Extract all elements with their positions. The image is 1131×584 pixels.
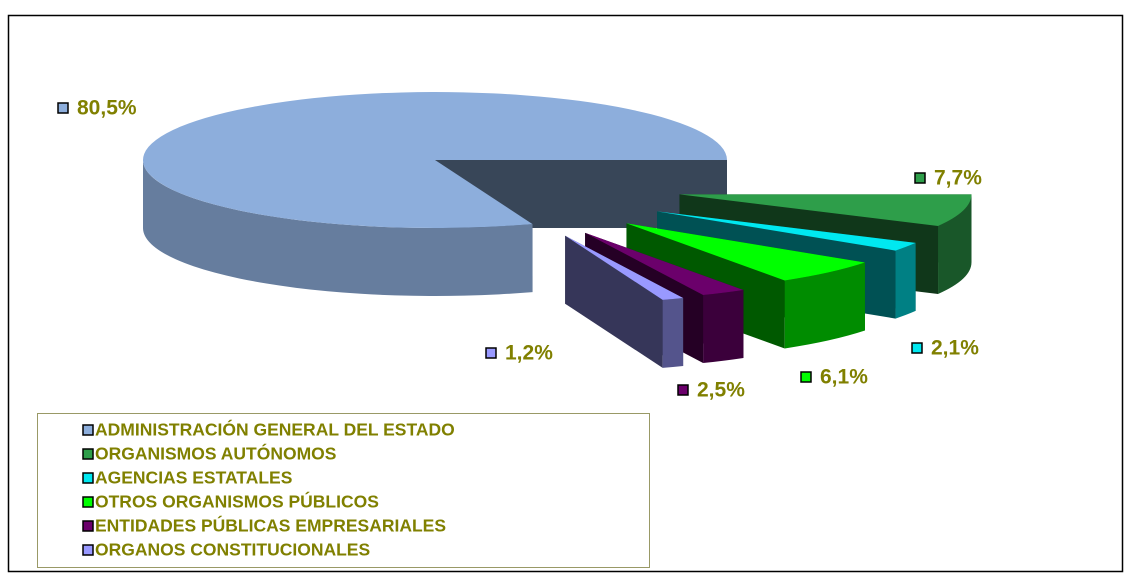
slice-cut-face: [565, 235, 663, 368]
slice-side: [703, 289, 744, 364]
legend-key: [82, 496, 94, 508]
slice-side: [784, 262, 865, 349]
data-label-key: [800, 371, 812, 383]
legend-label: AGENCIAS ESTATALES: [95, 468, 292, 488]
data-label-key: [914, 172, 926, 184]
legend-label: ORGANISMOS AUTÓNOMOS: [95, 443, 336, 464]
slice-side: [662, 297, 684, 368]
legend-key: [82, 448, 94, 460]
legend-key: [82, 424, 94, 436]
data-label: 6,1%: [820, 366, 868, 389]
slice: [657, 211, 916, 251]
legend-key: [82, 520, 94, 532]
slice: [626, 223, 865, 281]
legend-label: OTROS ORGANISMOS PÚBLICOS: [95, 491, 379, 512]
data-label: 7,7%: [934, 167, 982, 190]
data-label: 2,5%: [697, 379, 745, 402]
data-label-key: [911, 342, 923, 354]
legend-key: [82, 544, 94, 556]
slice: [585, 232, 744, 296]
data-label-key: [485, 347, 497, 359]
legend-key: [82, 472, 94, 484]
legend-box: [37, 413, 650, 568]
slice: [565, 235, 684, 300]
legend-label: ORGANOS CONSTITUCIONALES: [95, 540, 370, 560]
slice-side: [143, 160, 533, 296]
legend-label: ENTIDADES PÚBLICAS EMPRESARIALES: [95, 515, 446, 536]
slice: [143, 91, 727, 228]
data-label-key: [57, 102, 69, 114]
slice-side: [938, 194, 972, 294]
slice-side: [895, 242, 916, 319]
data-label: 1,2%: [505, 342, 553, 365]
data-label-key: [677, 384, 689, 396]
slice: [679, 194, 972, 226]
data-label: 2,1%: [931, 337, 979, 360]
legend-label: ADMINISTRACIÓN GENERAL DEL ESTADO: [95, 419, 455, 440]
data-label: 80,5%: [77, 97, 137, 120]
